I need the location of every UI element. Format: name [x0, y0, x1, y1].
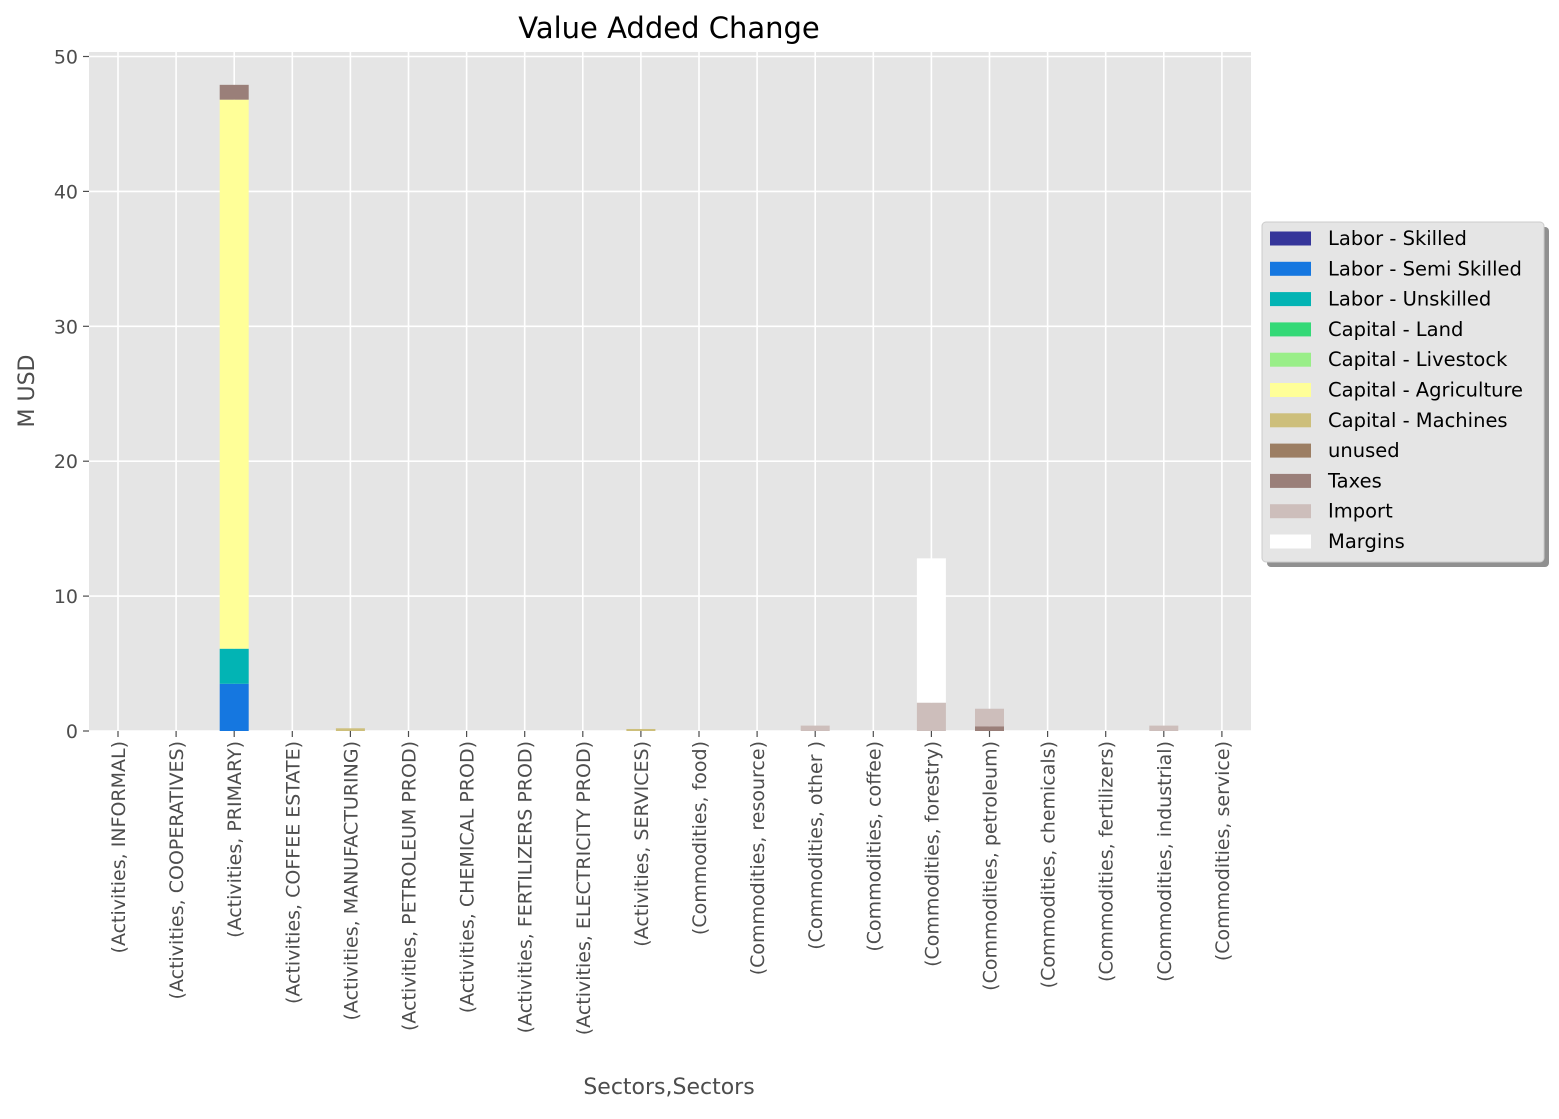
chart-title: Value Added Change [518, 11, 820, 45]
x-axis-title: Sectors,Sectors [583, 1075, 754, 1100]
legend-swatch [1270, 232, 1311, 246]
x-tick-label: (Activities, ELECTRICITY PROD) [573, 741, 595, 1035]
x-tick-label: (Activities, COOPERATIVES) [166, 741, 188, 999]
x-tick-label: (Activities, FERTILIZERS PROD) [515, 741, 537, 1033]
bar-segment [975, 726, 1004, 731]
x-tick-label: (Commodities, other ) [805, 741, 827, 950]
legend-swatch [1270, 444, 1311, 458]
x-tick-label: (Commodities, resource) [747, 741, 769, 975]
bar-segment [801, 726, 830, 731]
x-tick-label: (Commodities, chemicals) [1038, 741, 1060, 988]
legend-swatch [1270, 383, 1311, 397]
legend-swatch [1270, 535, 1311, 549]
legend-swatch [1270, 413, 1311, 427]
bar-segment [1149, 726, 1178, 731]
legend-label: Capital - Land [1328, 318, 1463, 341]
bar-segment [975, 709, 1004, 727]
legend-label: unused [1328, 439, 1400, 462]
bar-segment [220, 85, 249, 100]
legend-label: Capital - Machines [1328, 409, 1508, 432]
legend-swatch [1270, 322, 1311, 336]
legend-swatch [1270, 262, 1311, 276]
y-tick-label: 30 [54, 316, 78, 338]
x-tick-label: (Activities, PETROLEUM PROD) [399, 741, 421, 1031]
x-tick-label: (Commodities, petroleum) [980, 741, 1002, 991]
bar-segment [220, 100, 249, 649]
legend-label: Capital - Agriculture [1328, 379, 1523, 402]
legend-label: Labor - Skilled [1328, 227, 1467, 250]
legend-swatch [1270, 292, 1311, 306]
x-tick-label: (Activities, PRIMARY) [224, 741, 246, 938]
x-tick-label: (Commodities, forestry) [921, 741, 943, 967]
bar-segment [220, 649, 249, 684]
y-axis-title: M USD [15, 355, 40, 428]
bar-segment [917, 558, 946, 702]
x-tick-label: (Activities, MANUFACTURING) [340, 741, 362, 1020]
y-tick-label: 50 [54, 47, 78, 69]
bar-segment [220, 684, 249, 731]
x-tick-label: (Commodities, fertilizers) [1096, 741, 1118, 982]
bar-segment [336, 728, 365, 731]
legend-label: Taxes [1327, 469, 1382, 492]
y-tick-label: 10 [54, 586, 78, 608]
y-tick-label: 0 [66, 721, 78, 743]
x-tick-label: (Commodities, service) [1212, 741, 1234, 961]
x-tick-label: (Commodities, coffee) [863, 741, 885, 952]
legend-swatch [1270, 353, 1311, 367]
legend-label: Labor - Semi Skilled [1328, 257, 1522, 280]
x-tick-label: (Commodities, food) [689, 741, 711, 935]
legend-label: Labor - Unskilled [1328, 288, 1491, 311]
x-tick-label: (Commodities, industrial) [1154, 741, 1176, 982]
x-tick-label: (Activities, SERVICES) [631, 741, 653, 947]
bar-segment [917, 703, 946, 731]
x-tick-label: (Activities, CHEMICAL PROD) [457, 741, 479, 1013]
y-tick-label: 40 [54, 181, 78, 203]
legend: Labor - Skilled Labor - Semi Skilled Labor… [1262, 222, 1549, 567]
legend-label: Capital - Livestock [1328, 348, 1508, 371]
legend-swatch [1270, 504, 1311, 518]
bar-segment [626, 729, 655, 731]
legend-label: Margins [1328, 530, 1405, 553]
x-tick-label: (Activities, COFFEE ESTATE) [282, 741, 304, 1004]
plot-area [89, 52, 1251, 731]
legend-swatch [1270, 474, 1311, 488]
legend-label: Import [1328, 500, 1393, 523]
x-tick-label: (Activities, INFORMAL) [108, 741, 130, 953]
y-tick-label: 20 [54, 451, 78, 473]
